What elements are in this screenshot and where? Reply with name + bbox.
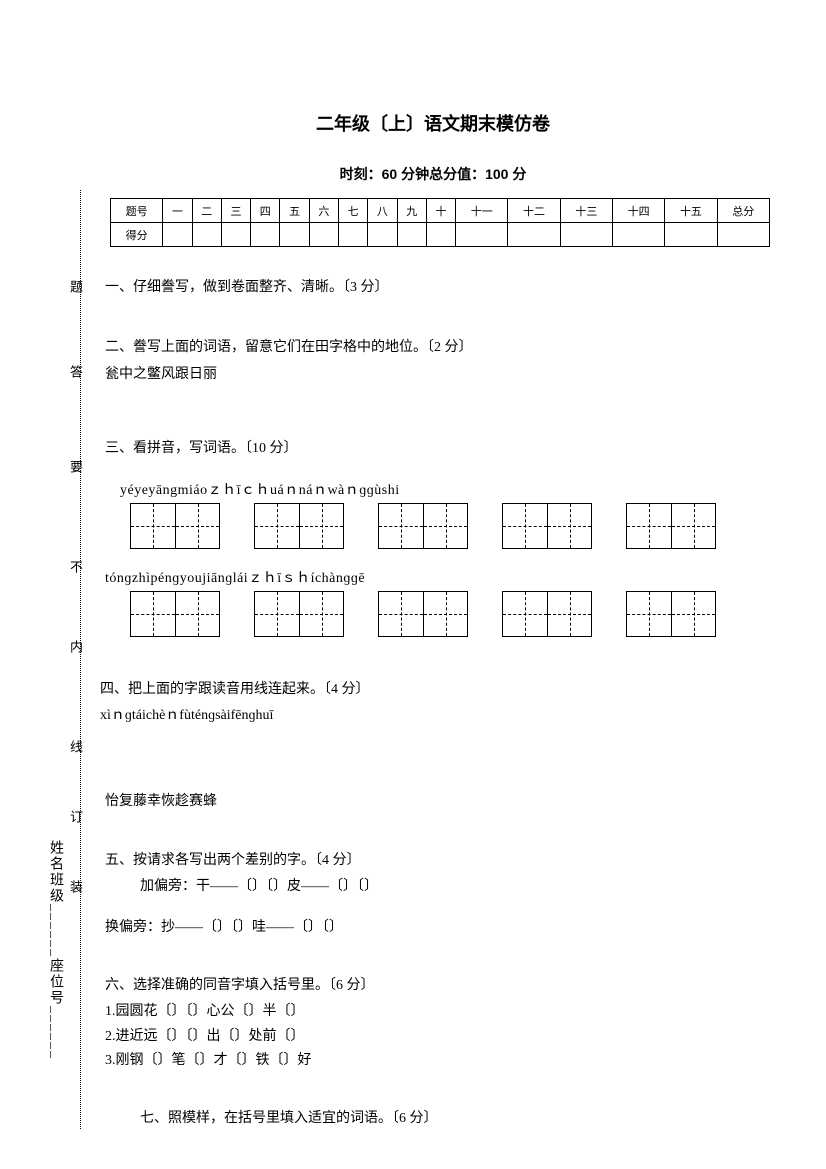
table-score-row: 得分 — [111, 223, 770, 247]
td[interactable] — [368, 223, 397, 247]
td[interactable] — [717, 223, 769, 247]
td[interactable] — [397, 223, 426, 247]
td[interactable] — [508, 223, 560, 247]
td[interactable] — [163, 223, 192, 247]
q6-2: 2.进近远〔〕〔〕出〔〕处前〔〕 — [105, 1026, 766, 1048]
td[interactable] — [251, 223, 280, 247]
td[interactable] — [613, 223, 665, 247]
td[interactable] — [665, 223, 717, 247]
q2-text: 瓮中之鳖风跟日丽 — [105, 364, 766, 386]
q4-chars: 怡复藤幸恢趁赛蜂 — [105, 791, 766, 813]
vlabel-xian: 线 — [66, 740, 85, 755]
th: 十五 — [665, 199, 717, 223]
th: 十一 — [456, 199, 508, 223]
q5-a: 加偏旁：干——〔〕〔〕皮——〔〕〔〕 — [140, 876, 766, 898]
vlabel-da: 答 — [66, 365, 85, 380]
vlabel-yao: 要 — [66, 460, 85, 475]
char-grid[interactable] — [254, 591, 344, 637]
score-table: 题号 一 二 三 四 五 六 七 八 九 十 十一 十二 十三 十四 十五 总分… — [110, 198, 770, 247]
th: 十四 — [613, 199, 665, 223]
char-grid[interactable] — [130, 503, 220, 549]
th: 十三 — [560, 199, 612, 223]
q4-pinyin: xìｎɡtáichèｎfùténɡsàifēnɡhuī — [100, 705, 766, 727]
vlabel-bu: 不 — [66, 560, 85, 575]
pinyin-row2: tónɡzhìpénɡyoujiānɡláiｚｈīｓｈíchànɡɡē — [105, 567, 766, 587]
pinyin-row1: yéyeyāngmiáoｚｈīｃｈuáｎnáｎwàｎɡɡùshi — [120, 479, 766, 499]
td[interactable] — [280, 223, 309, 247]
char-grid[interactable] — [502, 591, 592, 637]
q4: 四、把上面的字跟读音用线连起来。〔4 分〕 — [100, 679, 766, 701]
vlabel-ti: 题 — [66, 280, 85, 295]
td[interactable] — [456, 223, 508, 247]
char-grid[interactable] — [502, 503, 592, 549]
th: 七 — [338, 199, 367, 223]
td[interactable] — [560, 223, 612, 247]
vlabel-ding: 订 — [66, 810, 85, 825]
th: 题号 — [111, 199, 163, 223]
binding-line — [80, 190, 81, 1129]
th: 六 — [309, 199, 338, 223]
char-grid[interactable] — [254, 503, 344, 549]
th: 三 — [221, 199, 250, 223]
vlabel-zhuang: 装 — [66, 880, 85, 895]
th: 十 — [426, 199, 455, 223]
char-grid[interactable] — [626, 503, 716, 549]
q6: 六、选择准确的同音字填入括号里。〔6 分〕 — [105, 975, 766, 997]
th: 八 — [368, 199, 397, 223]
th: 五 — [280, 199, 309, 223]
q3: 三、看拼音，写词语。〔10 分〕 — [105, 438, 766, 460]
th: 九 — [397, 199, 426, 223]
q6-3: 3.刚钢〔〕笔〔〕才〔〕铁〔〕好 — [105, 1050, 766, 1072]
q7: 七、照模样，在括号里填入适宜的词语。〔6 分〕 — [140, 1108, 766, 1130]
th: 总分 — [717, 199, 769, 223]
q2: 二、誊写上面的词语，留意它们在田字格中的地位。〔2 分〕 — [105, 337, 766, 359]
char-grid[interactable] — [378, 591, 468, 637]
q5: 五、按请求各写出两个差别的字。〔4 分〕 — [105, 850, 766, 872]
table-header-row: 题号 一 二 三 四 五 六 七 八 九 十 十一 十二 十三 十四 十五 总分 — [111, 199, 770, 223]
student-info: 姓名班级______座位号______ — [45, 840, 65, 1060]
char-grid[interactable] — [626, 591, 716, 637]
td-label: 得分 — [111, 223, 163, 247]
td[interactable] — [192, 223, 221, 247]
td[interactable] — [221, 223, 250, 247]
th: 十二 — [508, 199, 560, 223]
q1: 一、仔细誊写，做到卷面整齐、清晰。〔3 分〕 — [105, 277, 766, 299]
td[interactable] — [309, 223, 338, 247]
th: 二 — [192, 199, 221, 223]
char-grid[interactable] — [378, 503, 468, 549]
td[interactable] — [426, 223, 455, 247]
q6-1: 1.园圆花〔〕〔〕心公〔〕半〔〕 — [105, 1001, 766, 1023]
q5-b: 换偏旁：抄——〔〕〔〕哇——〔〕〔〕 — [105, 917, 766, 939]
th: 四 — [251, 199, 280, 223]
char-grid[interactable] — [130, 591, 220, 637]
th: 一 — [163, 199, 192, 223]
td[interactable] — [338, 223, 367, 247]
page-subtitle: 时刻：60 分钟总分值：100 分 — [100, 164, 766, 184]
page-title: 二年级〔上〕语文期末模仿卷 — [100, 110, 766, 136]
vlabel-nei: 内 — [66, 640, 85, 655]
grid-row-1 — [130, 503, 766, 549]
grid-row-2 — [130, 591, 766, 637]
